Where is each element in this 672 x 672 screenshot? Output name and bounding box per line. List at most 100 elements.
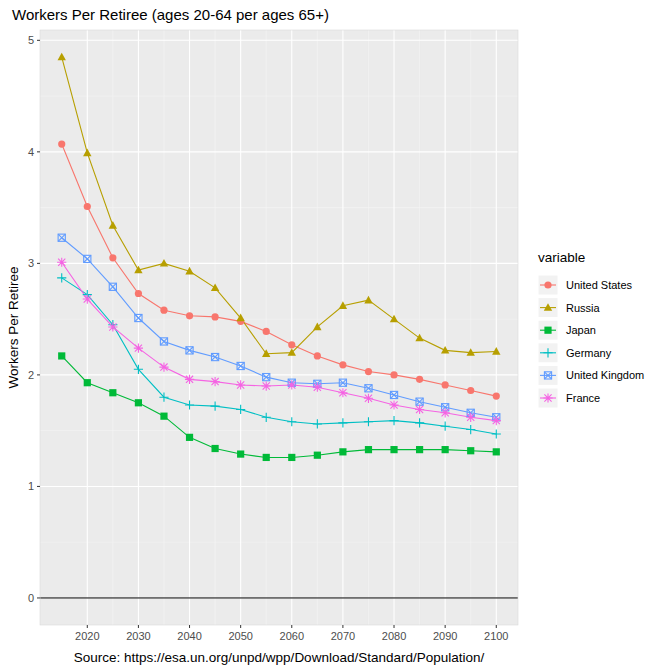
marker-shape [211, 313, 218, 320]
marker-shape [109, 389, 116, 396]
marker-shape [236, 380, 245, 389]
point [159, 362, 168, 371]
point [186, 434, 193, 441]
point [185, 400, 194, 409]
point [263, 454, 270, 461]
point [492, 347, 500, 355]
y-tick-label: 5 [28, 34, 34, 46]
marker-shape [210, 402, 219, 411]
marker-shape [416, 446, 423, 453]
point [185, 375, 194, 384]
legend-key [538, 365, 558, 385]
point [389, 416, 398, 425]
legend-label: Germany [566, 347, 612, 359]
marker-shape [185, 375, 194, 384]
marker-shape [185, 400, 194, 409]
point [237, 362, 244, 369]
x-tick [496, 625, 497, 628]
series-line [62, 144, 497, 396]
x-tick [87, 625, 88, 628]
marker-shape [442, 381, 449, 388]
minor-grid [40, 542, 518, 543]
point [135, 290, 142, 297]
marker-shape [262, 381, 271, 390]
marker-shape [544, 303, 552, 311]
marker-shape [543, 348, 552, 357]
point [492, 429, 501, 438]
y-tick [37, 40, 40, 41]
marker-shape [288, 341, 295, 348]
series-line [62, 262, 497, 420]
marker-shape [339, 379, 346, 386]
point [492, 416, 501, 425]
marker-shape [288, 348, 296, 356]
legend-label: United Kingdom [566, 369, 644, 381]
marker-shape [543, 393, 552, 402]
point [390, 446, 397, 453]
marker-shape [211, 284, 219, 292]
marker-shape [134, 266, 142, 274]
y-tick-label: 0 [28, 592, 34, 604]
x-tick [342, 625, 343, 628]
point [364, 394, 373, 403]
grid-line [240, 30, 241, 625]
marker-shape [160, 338, 167, 345]
point [364, 417, 373, 426]
point [493, 448, 500, 455]
panel [40, 30, 518, 625]
x-tick-label: 2090 [433, 630, 457, 642]
y-tick [37, 486, 40, 487]
legend-label: Russia [566, 302, 601, 314]
point [160, 413, 167, 420]
marker-shape [389, 416, 398, 425]
point [57, 273, 66, 282]
point [415, 418, 424, 427]
point [390, 371, 397, 378]
marker-shape [159, 393, 168, 402]
marker-shape [338, 418, 347, 427]
marker-shape [134, 344, 143, 353]
grid-line [40, 263, 518, 264]
point [287, 380, 296, 389]
point [467, 387, 474, 394]
x-tick-label: 2040 [177, 630, 201, 642]
x-tick-label: 2030 [126, 630, 150, 642]
point [313, 323, 321, 331]
point [57, 258, 66, 267]
legend-title: variable [538, 250, 585, 265]
point [210, 402, 219, 411]
marker-shape [389, 400, 398, 409]
marker-shape [108, 322, 117, 331]
minor-grid [266, 30, 267, 625]
x-tick [394, 625, 395, 628]
legend: variableUnited StatesRussiaJapanGermanyU… [538, 250, 644, 408]
point [442, 446, 449, 453]
point [186, 347, 193, 354]
legend-marker [544, 372, 551, 379]
point [339, 379, 346, 386]
y-tick-label: 1 [28, 480, 34, 492]
point [58, 140, 65, 147]
point [237, 450, 244, 457]
point [416, 376, 423, 383]
grid-line [342, 30, 343, 625]
x-tick [291, 625, 292, 628]
marker-shape [83, 294, 92, 303]
point [364, 296, 372, 304]
minor-grid [40, 207, 518, 208]
point [134, 266, 142, 274]
point [365, 368, 372, 375]
marker-shape [544, 327, 551, 334]
marker-shape [58, 234, 65, 241]
marker-shape [313, 323, 321, 331]
marker-shape [211, 353, 218, 360]
x-tick-label: 2080 [382, 630, 406, 642]
marker-shape [211, 445, 218, 452]
point [262, 381, 271, 390]
marker-shape [287, 417, 296, 426]
marker-shape [84, 255, 91, 262]
legend-key [538, 298, 558, 318]
point [262, 349, 270, 357]
y-tick [37, 597, 40, 598]
marker-shape [415, 334, 423, 342]
